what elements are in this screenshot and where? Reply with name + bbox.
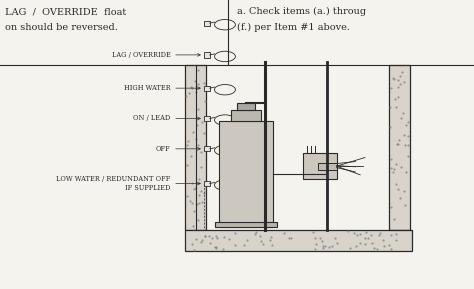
Bar — [204, 21, 210, 26]
Bar — [0, 65, 474, 251]
Bar — [204, 52, 210, 58]
Bar — [318, 163, 337, 170]
Text: HIGH WATER: HIGH WATER — [124, 84, 171, 92]
Text: (f.) per Item #1 above.: (f.) per Item #1 above. — [237, 23, 350, 32]
Text: LOW WATER / REDUNDANT OFF
        IF SUPPLIED: LOW WATER / REDUNDANT OFF IF SUPPLIED — [56, 175, 171, 192]
Bar — [389, 65, 410, 230]
Bar — [204, 146, 210, 151]
Bar — [237, 103, 255, 110]
Bar — [204, 181, 210, 186]
Bar — [303, 153, 337, 179]
Text: on should be reversed.: on should be reversed. — [5, 23, 118, 32]
Text: LAG  /  OVERRIDE  float: LAG / OVERRIDE float — [5, 7, 126, 16]
Bar — [219, 121, 273, 227]
Text: a. Check items (a.) throug: a. Check items (a.) throug — [237, 7, 366, 16]
Bar — [231, 110, 261, 121]
Text: ON / LEAD: ON / LEAD — [133, 114, 171, 123]
Bar — [185, 65, 206, 230]
Text: LAG / OVERRIDE: LAG / OVERRIDE — [112, 51, 171, 59]
Bar — [185, 230, 412, 251]
Bar — [204, 116, 210, 121]
Bar — [215, 222, 277, 227]
Bar — [204, 86, 210, 91]
Text: OFF: OFF — [156, 145, 171, 153]
